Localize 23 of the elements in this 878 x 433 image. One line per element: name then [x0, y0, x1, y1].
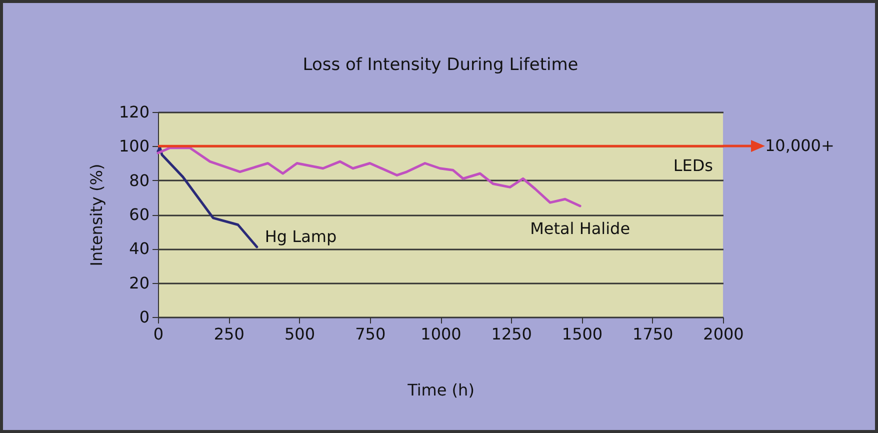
x-tick-label: 1250: [491, 324, 532, 344]
chart-title: Loss of Intensity During Lifetime: [302, 55, 578, 75]
x-tick-label: 2000: [703, 324, 744, 344]
series-label: Hg Lamp: [264, 226, 337, 246]
x-tick-label: 0: [153, 324, 164, 344]
y-tick-label: 20: [129, 273, 150, 292]
y-tick-label: 80: [129, 170, 150, 190]
ref-line-label: LEDs: [673, 156, 713, 176]
x-tick-label: 1500: [562, 324, 603, 344]
y-tick-label: 0: [139, 308, 150, 326]
y-tick-label: 40: [129, 239, 150, 258]
y-tick-label: 60: [129, 205, 150, 224]
x-tick-label: 1000: [420, 324, 462, 344]
x-tick-label: 1750: [632, 324, 674, 344]
text: 10,000+: [765, 136, 834, 156]
x-tick-label: 250: [214, 324, 244, 344]
y-tick-label: 100: [118, 136, 150, 156]
x-tick-label: 500: [284, 324, 316, 344]
series-label: Metal Halide: [530, 218, 630, 238]
x-tick-label: 750: [355, 324, 386, 344]
x-axis-title: Time (h): [406, 380, 474, 400]
y-axis-title: Intensity (%): [86, 164, 106, 266]
y-tick-label: 120: [118, 102, 150, 122]
